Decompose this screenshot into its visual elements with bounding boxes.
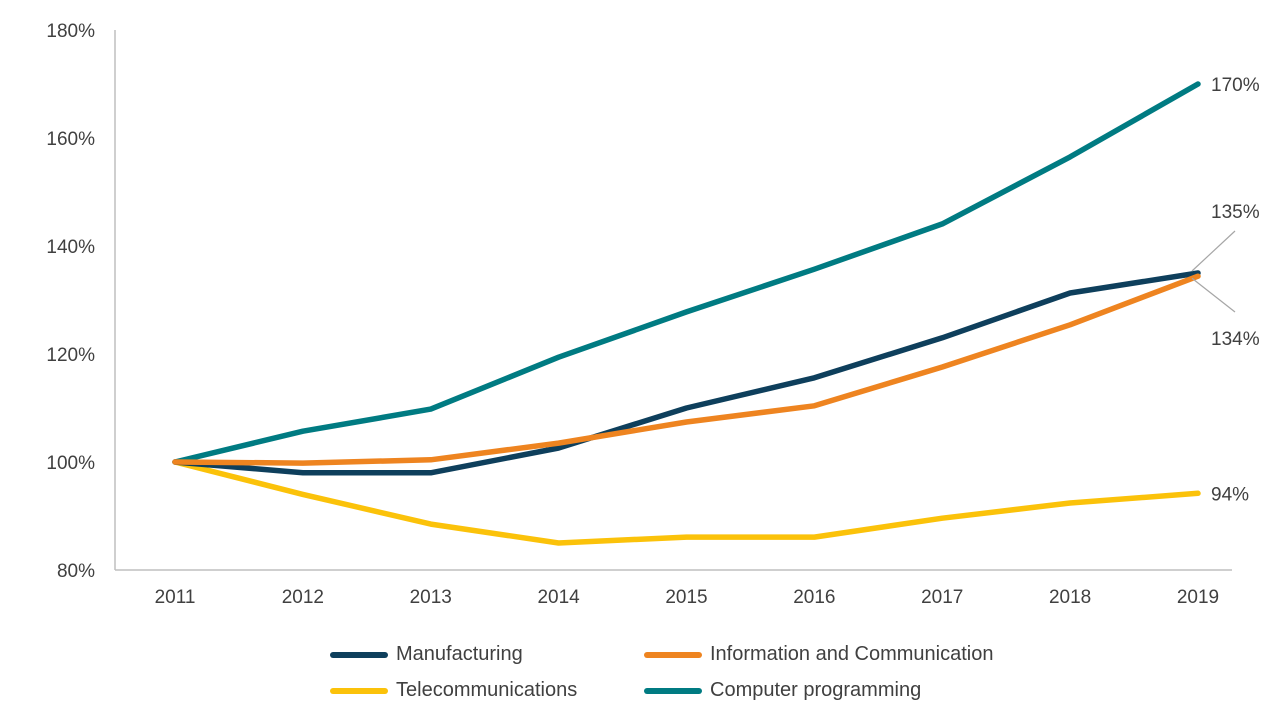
legend-item-telecommunications: Telecommunications [330,679,577,702]
legend-swatch [644,651,702,658]
legend-swatch [330,651,388,658]
x-tick-label: 2018 [1049,587,1091,608]
series-line-information-and-communication [172,273,1201,466]
end-label: 94% [1211,484,1249,505]
y-tick-label: 160% [46,129,95,150]
legend-item-manufacturing: Manufacturing [330,643,523,666]
end-label: 170% [1211,75,1260,96]
legend-label: Computer programming [710,679,922,701]
y-tick-label: 140% [46,237,95,258]
series-lines [172,81,1201,546]
x-tick-label: 2014 [537,587,580,608]
legend-label: Information and Communication [710,643,994,665]
x-tick-labels: 2011 2012 2013 2014 2015 2016 2017 2018 2019 [155,587,1220,608]
end-labels: 135% 134% 94% 170% [1211,75,1260,505]
axes [114,30,1232,571]
x-tick-label: 2016 [793,587,835,608]
leader-line [1191,277,1236,313]
end-label: 134% [1211,329,1260,350]
x-tick-label: 2017 [921,587,963,608]
x-tick-label: 2012 [282,587,324,608]
y-tick-label: 80% [57,561,95,582]
y-tick-label: 180% [46,21,95,42]
x-tick-label: 2015 [665,587,707,608]
leader-line [1191,230,1236,272]
series-line-computer-programming [172,81,1201,465]
legend-label: Telecommunications [396,679,578,701]
x-tick-label: 2011 [155,587,196,608]
legend-swatch [644,687,702,694]
legend-swatch [330,687,388,694]
y-tick-label: 120% [46,345,95,366]
x-tick-label: 2019 [1177,587,1219,608]
y-tick-label: 100% [46,453,95,474]
label-leader-lines [1191,230,1236,313]
series-line-manufacturing [172,270,1201,476]
series-line-telecommunications [172,459,1201,546]
legend-label: Manufacturing [396,643,523,665]
legend-item-information-and-communication: Information and Communication [644,643,993,666]
x-tick-label: 2013 [410,587,452,608]
y-tick-labels: 80% 100% 120% 140% 160% 180% [46,21,95,582]
legend-item-computer-programming: Computer programming [644,679,921,702]
end-label: 135% [1211,202,1260,223]
